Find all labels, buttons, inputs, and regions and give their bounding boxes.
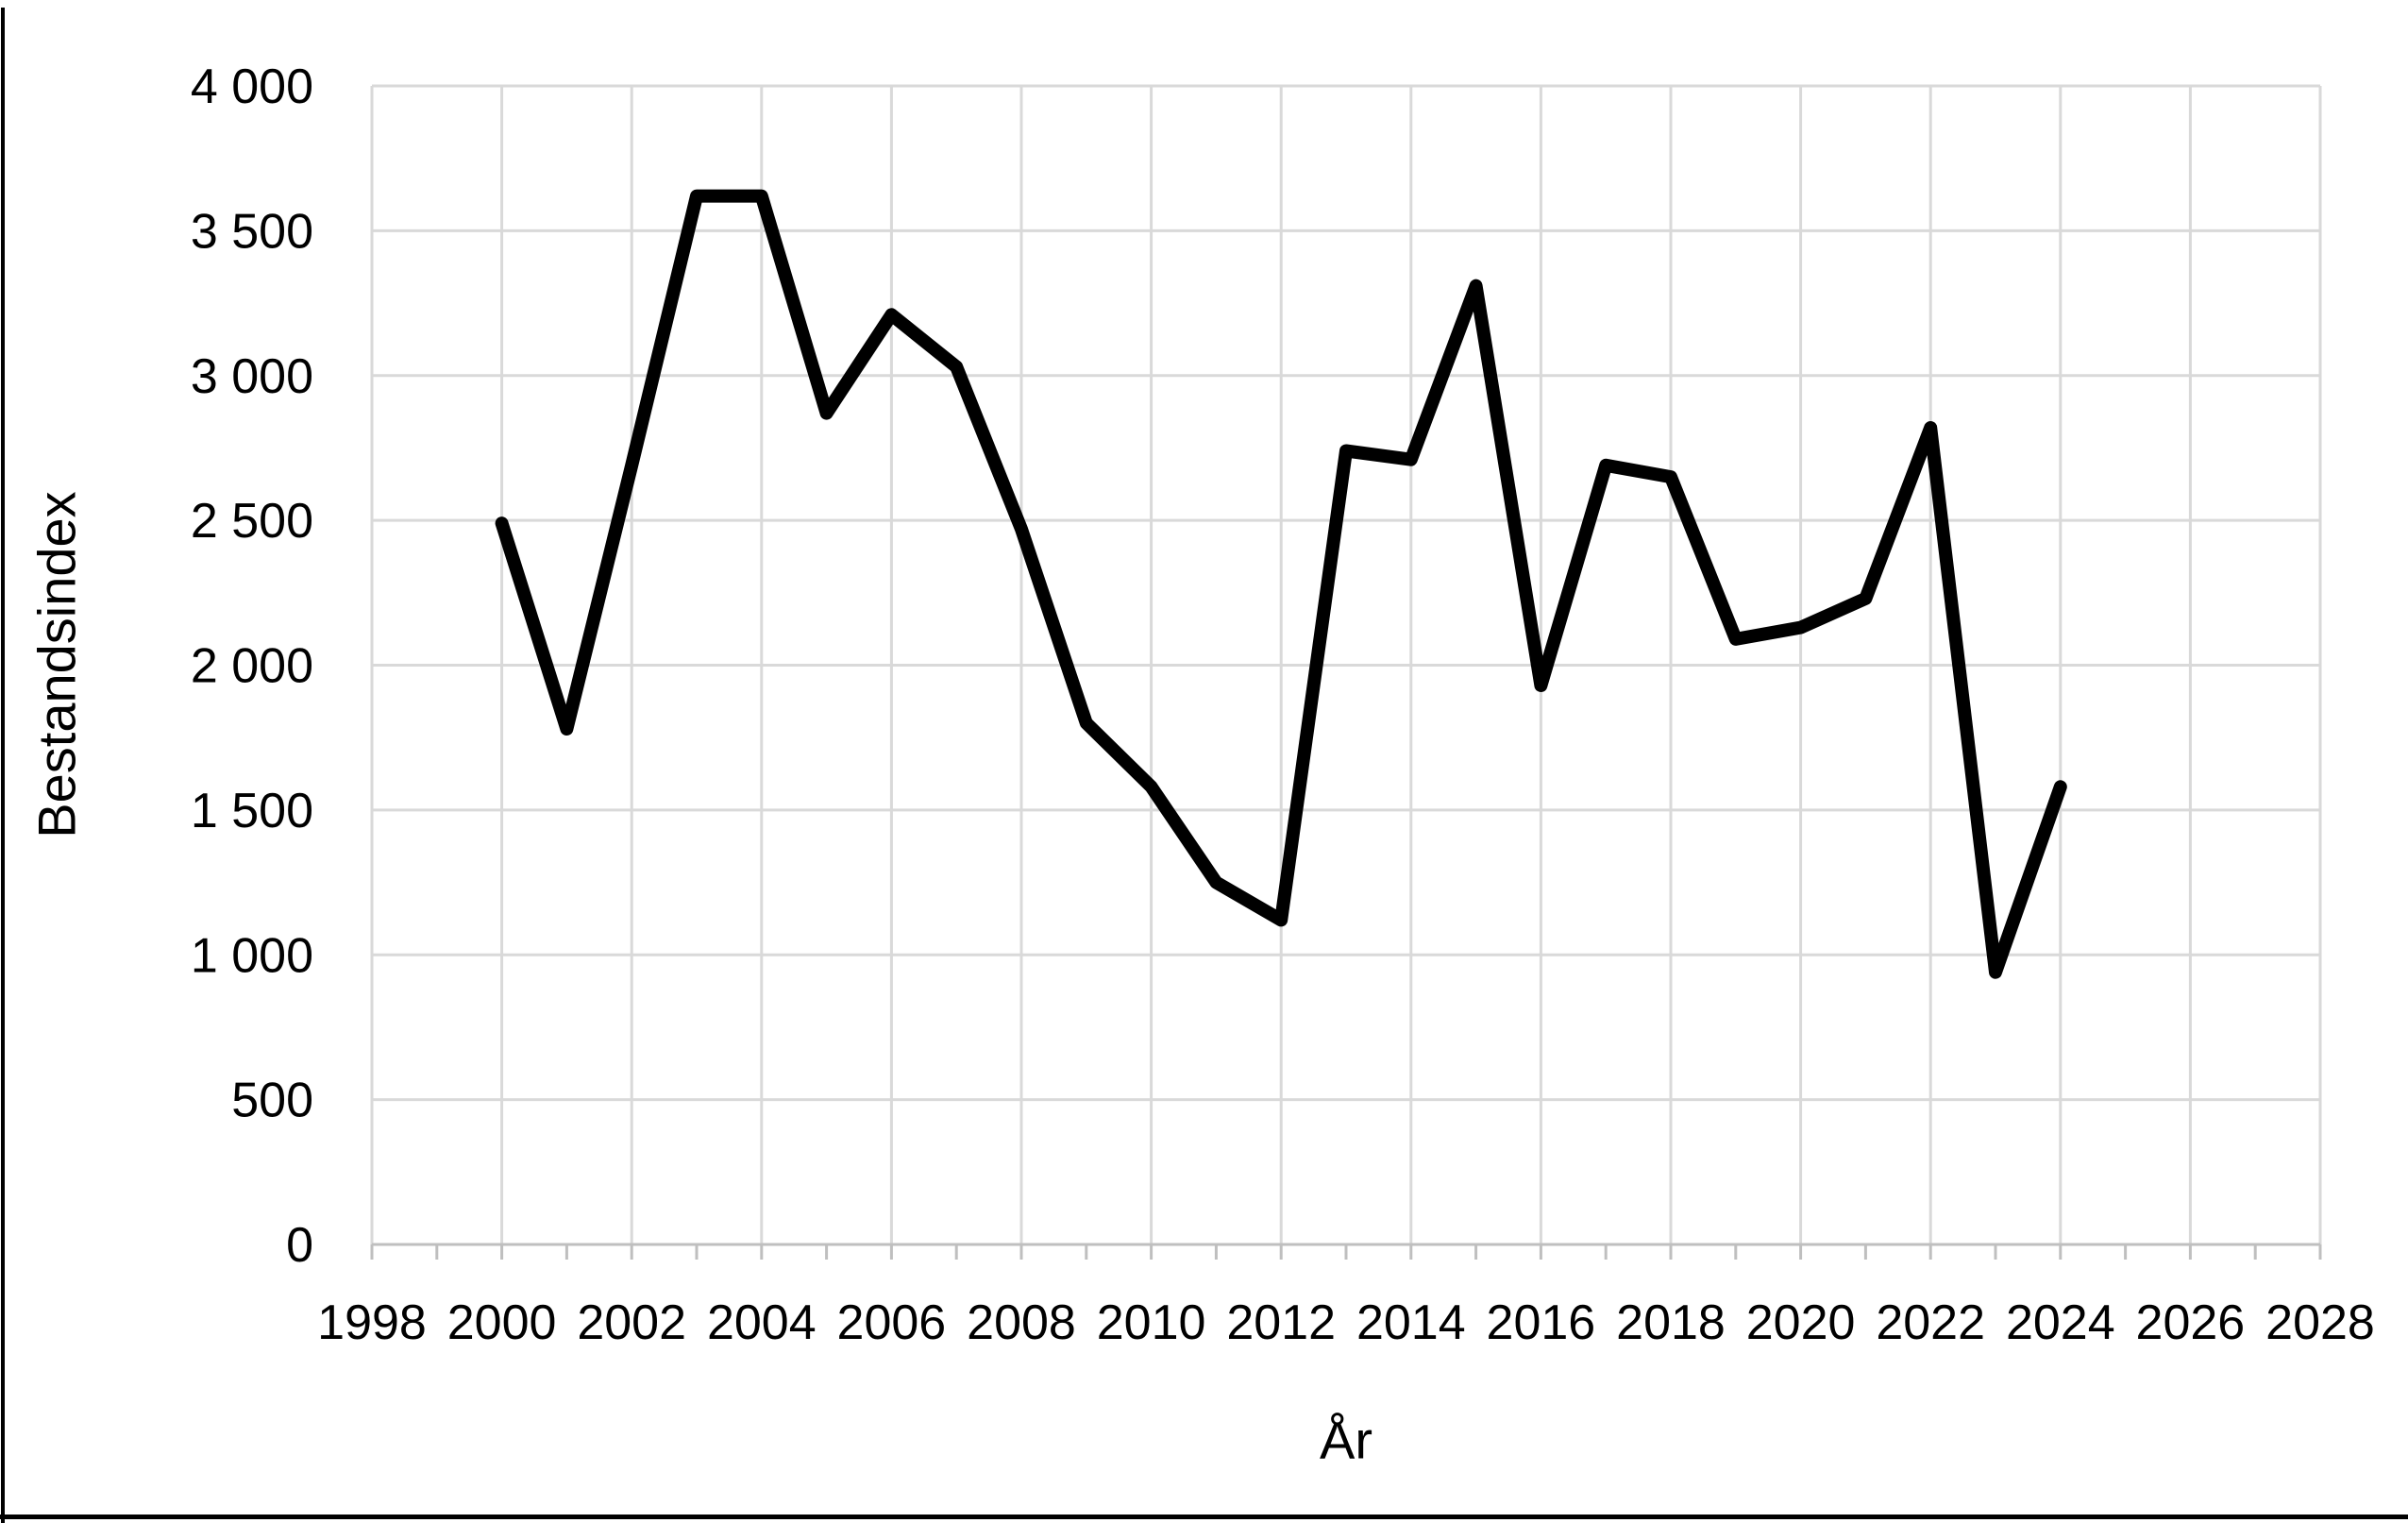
y-tick-label: 2 500 xyxy=(191,494,313,549)
axis-ticks xyxy=(370,1244,2322,1260)
y-tick-label: 2 000 xyxy=(191,639,313,694)
y-tick-label: 1 000 xyxy=(191,928,313,983)
x-tick-label: 2028 xyxy=(2265,1295,2375,1350)
x-tick-label: 2020 xyxy=(1746,1295,1856,1350)
page-border-left xyxy=(1,8,5,1523)
x-tick-label: 2002 xyxy=(577,1295,686,1350)
x-tick-label: 2000 xyxy=(447,1295,557,1350)
x-axis-title: År xyxy=(1320,1410,1372,1470)
data-series xyxy=(495,189,2067,979)
y-tick-label: 1 500 xyxy=(191,784,313,838)
page-border-bottom xyxy=(0,1515,2408,1519)
x-tick-label: 2022 xyxy=(1876,1295,1985,1350)
y-axis-title: Bestandsindex xyxy=(26,491,87,838)
y-tick-label: 0 xyxy=(286,1218,313,1273)
x-tick-label: 2018 xyxy=(1616,1295,1726,1350)
x-tick-label: 2004 xyxy=(707,1295,817,1350)
x-tick-label: 2024 xyxy=(2006,1295,2115,1350)
x-tick-label: 2010 xyxy=(1097,1295,1206,1350)
x-tick-label: 2008 xyxy=(967,1295,1076,1350)
y-tick-label: 3 500 xyxy=(191,204,313,259)
x-tick-label: 2016 xyxy=(1487,1295,1596,1350)
x-tick-label: 2014 xyxy=(1356,1295,1466,1350)
x-tick-label: 2012 xyxy=(1226,1295,1336,1350)
x-tick-label: 2006 xyxy=(837,1295,947,1350)
y-tick-label: 500 xyxy=(231,1074,313,1128)
tick-labels: 0 500 1 000 1 500 2 000 2 500 3 000 3 500 4 000 1… xyxy=(191,59,2375,1350)
x-tick-label: 2026 xyxy=(2136,1295,2246,1350)
y-tick-label: 4 000 xyxy=(191,59,313,114)
data-series-line xyxy=(495,189,2067,979)
y-tick-label: 3 000 xyxy=(191,349,313,404)
x-tick-label: 1998 xyxy=(317,1295,427,1350)
gridlines xyxy=(370,84,2322,1244)
